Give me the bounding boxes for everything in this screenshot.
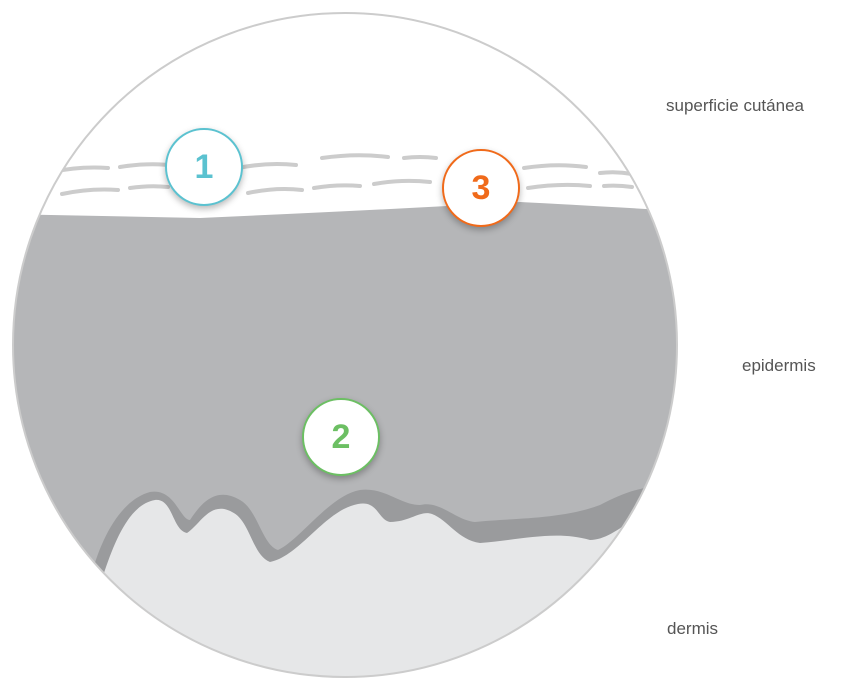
marker-2[interactable]: 2: [302, 398, 380, 476]
marker-2-number: 2: [331, 417, 351, 456]
magnifier-circle-outline: [12, 12, 678, 678]
marker-1[interactable]: 1: [165, 128, 243, 206]
marker-3-number: 3: [471, 168, 491, 207]
marker-1-number: 1: [194, 147, 214, 186]
stratum-corneum-dashes: [50, 153, 634, 196]
label-epidermis: epidermis: [742, 356, 816, 375]
label-dermis: dermis: [667, 619, 719, 638]
label-skin-surface: superficie cutánea: [666, 96, 804, 115]
marker-3[interactable]: 3: [442, 149, 520, 227]
